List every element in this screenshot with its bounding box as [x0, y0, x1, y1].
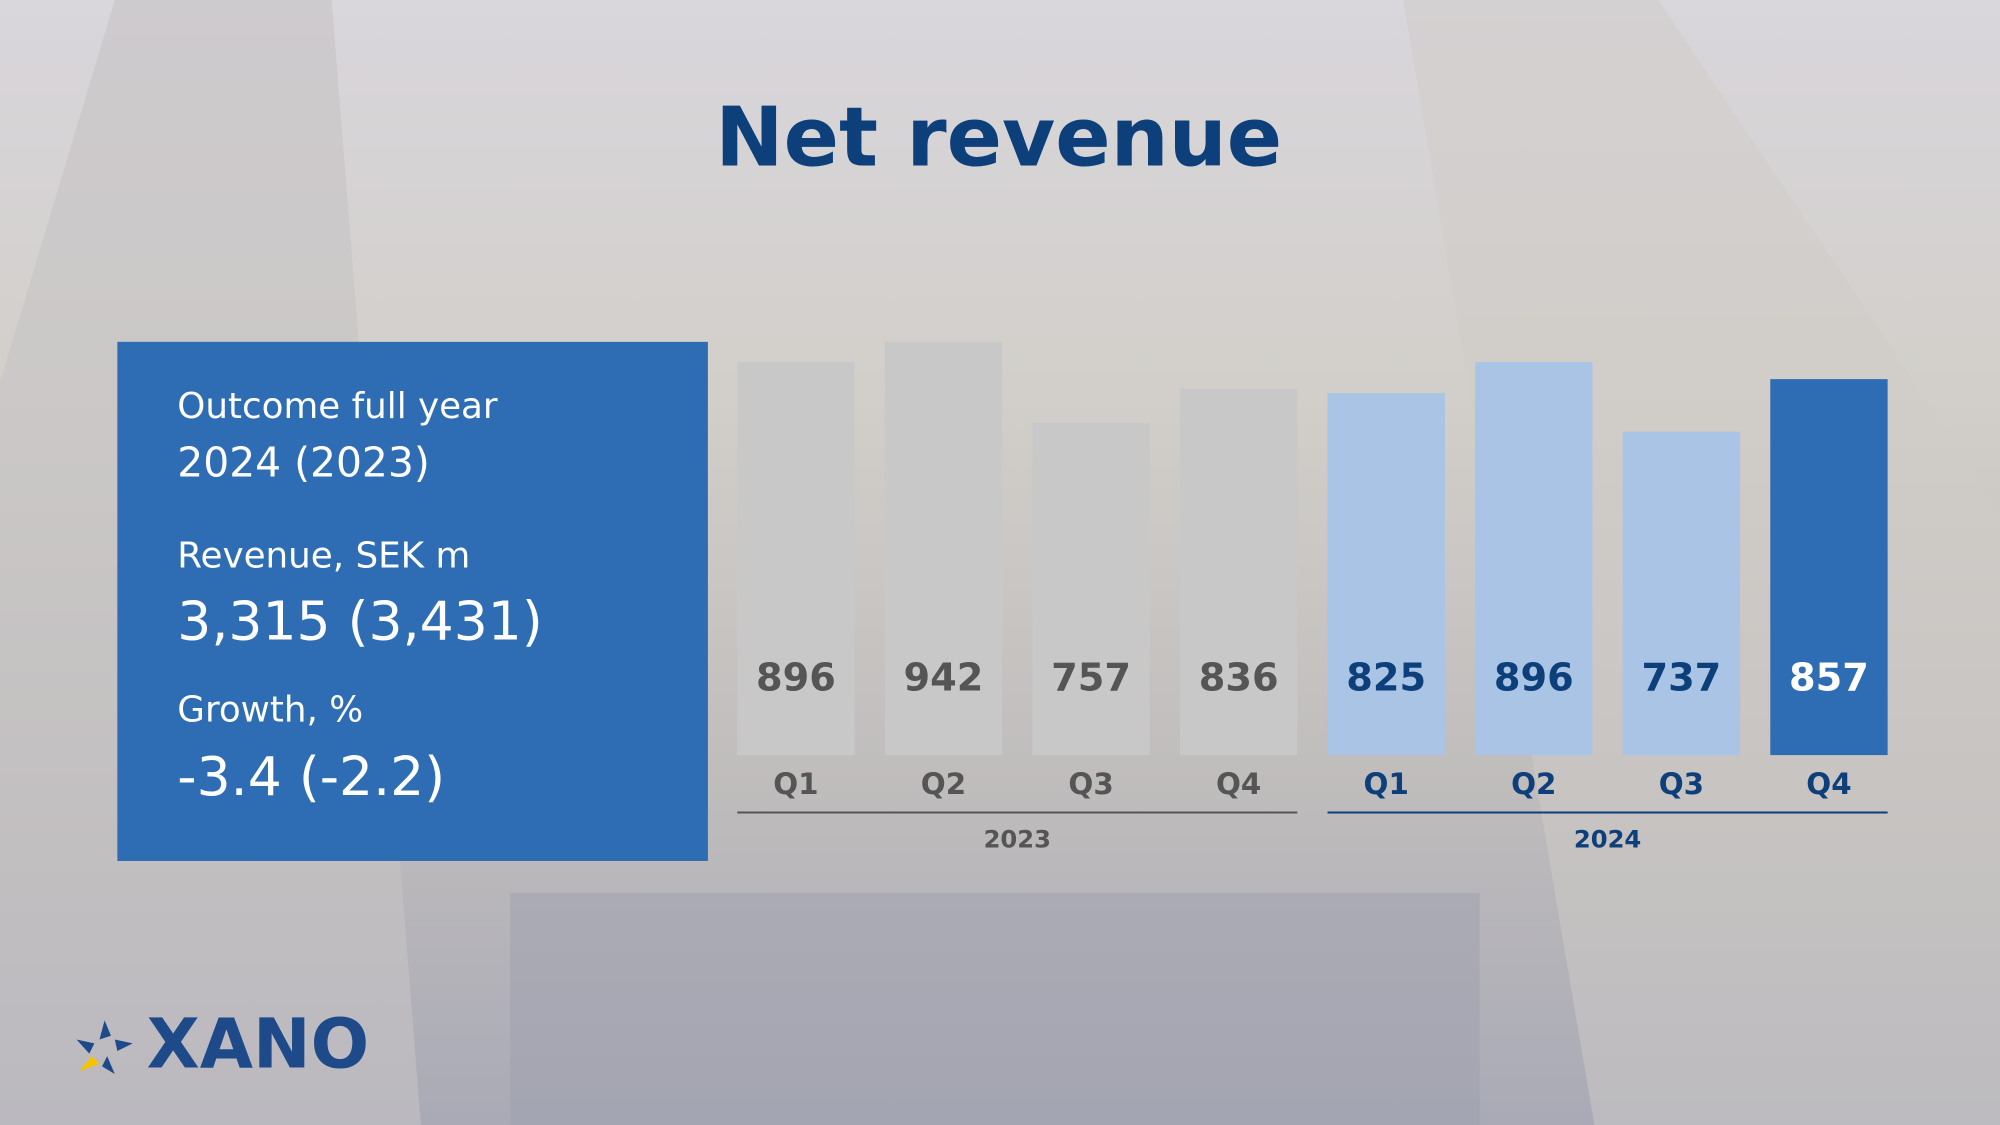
value-label: 942 [904, 655, 984, 700]
logo-icon [76, 1020, 133, 1074]
value-label: 836 [1199, 655, 1279, 700]
x-tick-label: Q4 [1806, 767, 1851, 801]
value-label: 737 [1641, 655, 1721, 700]
panel-label: Growth, % [177, 690, 363, 731]
group-label: 2024 [1574, 826, 1641, 854]
x-tick-label: Q4 [1216, 767, 1261, 801]
value-label: 757 [1051, 655, 1131, 700]
slide-title: Net revenue [715, 90, 1282, 185]
bar [737, 362, 855, 756]
x-tick-label: Q3 [1659, 767, 1704, 801]
value-label: 825 [1346, 655, 1426, 700]
bar [1179, 388, 1298, 756]
panel-label: Outcome full year [177, 386, 498, 427]
x-tick-label: Q1 [1364, 767, 1409, 801]
group-label: 2023 [984, 826, 1051, 854]
bar [1327, 393, 1445, 756]
x-tick-label: Q2 [1511, 767, 1556, 801]
panel-value: 2024 (2023) [177, 439, 429, 487]
panel-value: 3,315 (3,431) [177, 590, 543, 653]
bar [884, 341, 1003, 756]
value-label: 896 [756, 655, 836, 700]
x-tick-label: Q1 [773, 767, 818, 801]
x-tick-label: Q2 [921, 767, 966, 801]
x-tick-label: Q3 [1068, 767, 1113, 801]
bar [1770, 379, 1888, 756]
panel-label: Revenue, SEK m [177, 535, 470, 576]
value-label: 896 [1494, 655, 1574, 700]
bar [1032, 422, 1150, 756]
panel-value: -3.4 (-2.2) [177, 745, 445, 808]
bar [1475, 362, 1593, 756]
info-panel [117, 341, 708, 861]
background-shape [510, 892, 1480, 1125]
bar [1622, 431, 1741, 756]
panel-text: Outcome full year 2024 (2023) Revenue, S… [177, 386, 543, 808]
logo-text: XANO [147, 1005, 370, 1085]
value-label: 857 [1789, 655, 1869, 700]
